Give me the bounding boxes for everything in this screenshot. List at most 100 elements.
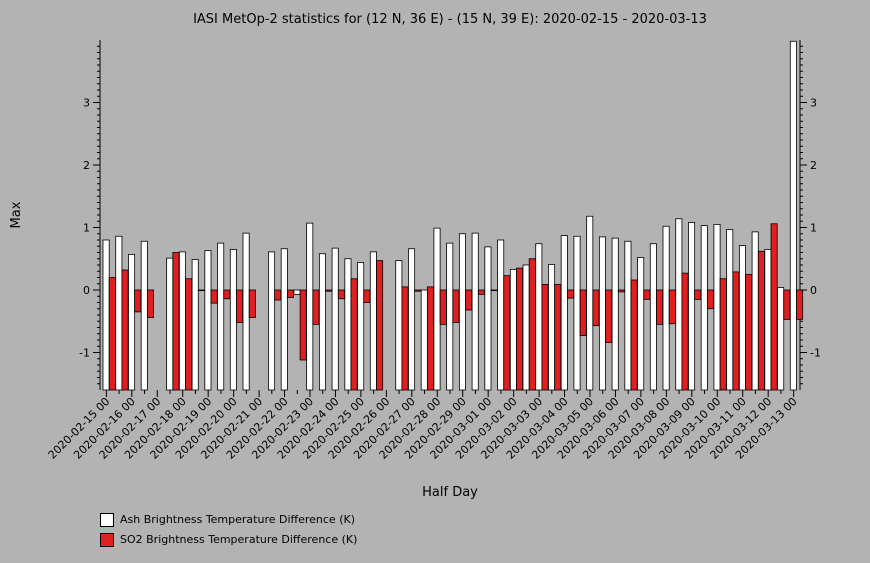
bar-so2: [337, 289, 345, 300]
bar-so2: [630, 279, 638, 391]
bar-ash: [675, 218, 683, 391]
bar-so2: [210, 289, 218, 304]
bar-so2: [617, 289, 625, 293]
bar-so2: [274, 289, 282, 301]
bar-so2: [732, 271, 740, 391]
y-tick-label-right: -1: [810, 347, 821, 360]
bar-ash: [586, 215, 594, 391]
bar-ash: [509, 268, 517, 391]
bar-ash: [522, 264, 530, 391]
bar-ash: [726, 228, 734, 391]
bar-ash: [560, 235, 568, 391]
bar-ash: [268, 251, 276, 391]
bar-ash: [548, 263, 556, 391]
bar-so2: [439, 289, 447, 325]
bar-so2: [477, 289, 485, 295]
bar-so2: [312, 289, 320, 325]
bar-ash: [688, 222, 696, 391]
bar-so2: [592, 289, 600, 327]
legend-label-ash: Ash Brightness Temperature Difference (K…: [120, 513, 355, 526]
bar-ash: [598, 236, 606, 391]
bar-so2: [605, 289, 613, 343]
y-tick-label-right: 1: [810, 222, 817, 235]
bar-ash: [446, 242, 454, 391]
bar-ash: [357, 262, 365, 391]
bar-so2: [236, 289, 244, 323]
bar-ash: [369, 251, 377, 391]
bar-ash: [649, 243, 657, 391]
y-tick-label-left: 0: [83, 284, 90, 297]
bar-so2: [681, 272, 689, 391]
chart-title: IASI MetOp-2 statistics for (12 N, 36 E)…: [193, 12, 707, 27]
bar-so2: [579, 289, 587, 337]
bar-so2: [134, 289, 142, 313]
bar-so2: [566, 289, 574, 299]
y-tick-label-left: -1: [79, 347, 90, 360]
bar-ash: [395, 260, 403, 391]
bar-so2: [376, 260, 384, 391]
bar-ash: [471, 232, 479, 391]
bar-ash: [242, 232, 250, 391]
bar-so2: [363, 289, 371, 303]
bar-so2: [146, 289, 154, 318]
bar-ash: [331, 247, 339, 391]
bar-so2: [719, 278, 727, 391]
bar-so2: [528, 258, 536, 391]
bar-ash: [433, 227, 441, 391]
bar-ash: [764, 248, 772, 391]
bar-so2: [401, 286, 409, 391]
bar-ash: [497, 239, 505, 391]
bar-so2: [197, 289, 205, 292]
bar-ash: [408, 248, 416, 391]
bar-so2: [694, 289, 702, 300]
bar-ash: [700, 225, 708, 391]
bar-ash: [318, 253, 326, 391]
y-tick-label-left: 1: [83, 222, 90, 235]
bar-ash: [789, 40, 797, 391]
bar-so2: [757, 250, 765, 391]
bar-so2: [706, 289, 714, 310]
bar-ash: [102, 239, 110, 391]
legend-swatch-ash: [100, 513, 114, 527]
bar-so2: [503, 275, 511, 391]
bar-ash: [229, 248, 237, 391]
bar-so2: [770, 223, 778, 391]
y-tick-label-left: 3: [83, 97, 90, 110]
bar-so2: [350, 278, 358, 391]
bar-so2: [185, 278, 193, 391]
x-axis-label: Half Day: [422, 485, 478, 500]
bar-ash: [128, 253, 136, 391]
bar-so2: [325, 289, 333, 292]
bar-so2: [668, 289, 676, 325]
bar-ash: [458, 233, 466, 391]
bar-ash: [306, 222, 314, 391]
bar-so2: [465, 289, 473, 311]
y-tick-label-right: 0: [810, 284, 817, 297]
bar-ash: [293, 289, 301, 295]
bar-ash: [140, 240, 148, 391]
bar-ash: [777, 287, 785, 391]
bar-so2: [286, 289, 294, 298]
bar-so2: [516, 267, 524, 391]
bar-ash: [344, 258, 352, 391]
bar-ash: [662, 225, 670, 391]
bar-so2: [452, 289, 460, 323]
bar-so2: [554, 283, 562, 391]
bar-so2: [121, 269, 129, 391]
bar-so2: [656, 289, 664, 325]
bar-ash: [535, 243, 543, 391]
bar-so2: [490, 289, 498, 292]
bar-so2: [643, 289, 651, 300]
bar-ash: [280, 248, 288, 391]
bar-ash: [573, 235, 581, 391]
bar-so2: [223, 289, 231, 300]
bar-ash: [204, 250, 212, 391]
bar-so2: [108, 277, 116, 391]
bar-ash: [115, 235, 123, 391]
bar-ash: [420, 289, 428, 391]
bar-so2: [414, 289, 422, 292]
bar-ash: [191, 258, 199, 391]
bar-ash: [624, 240, 632, 391]
bar-so2: [783, 289, 791, 320]
